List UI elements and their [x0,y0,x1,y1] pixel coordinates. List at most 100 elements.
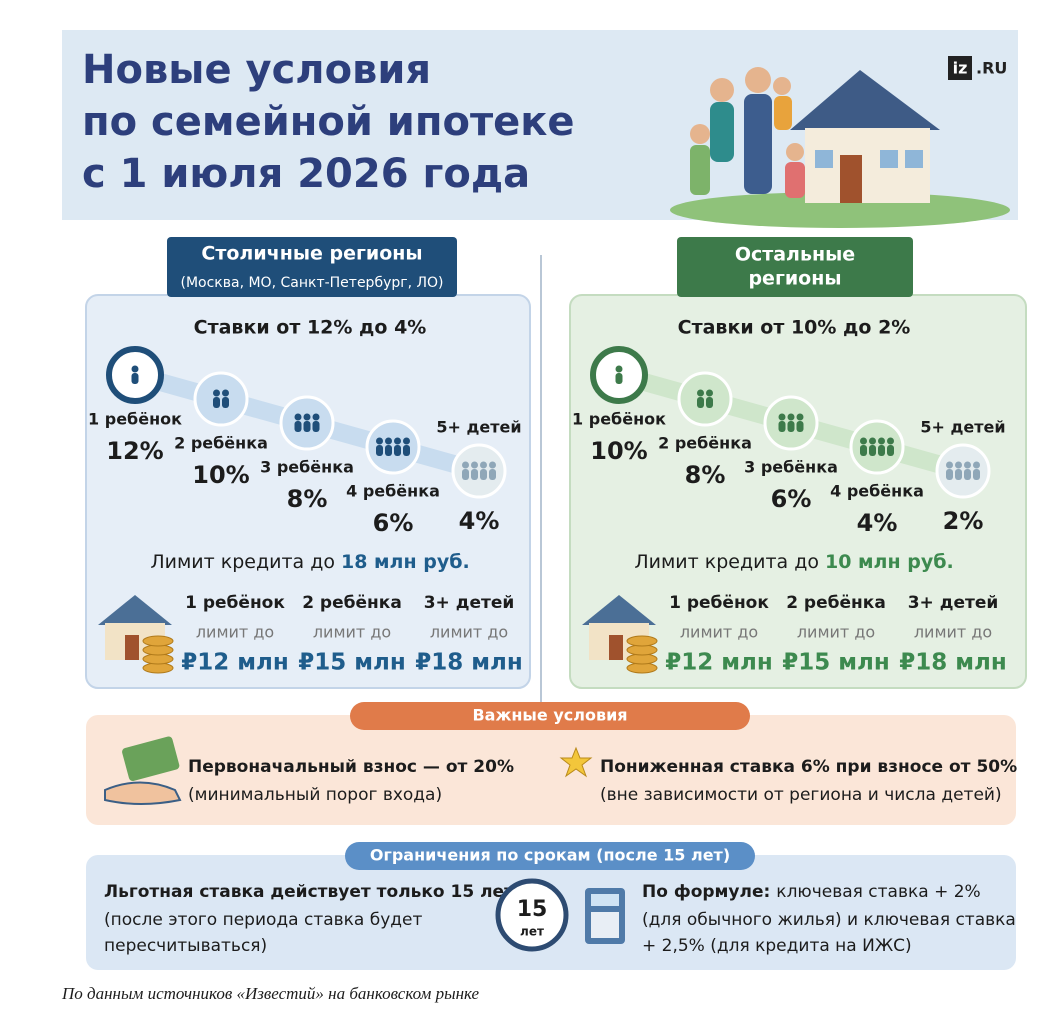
condition-note: (вне зависимости от региона и числа дете… [600,785,1002,805]
person-body [403,445,410,456]
limit-amount: ₽12 млн [181,650,289,676]
logo: .RU [976,59,1007,78]
person-head [394,437,401,445]
limit-label: 2 ребёнка [786,593,886,613]
terms-note: пересчитываться) [104,936,267,956]
region-title: Остальные [735,244,855,266]
step-circle [193,371,249,427]
star-icon [559,746,593,778]
step-label: 4 ребёнка [346,482,440,501]
region-subtitle: (Москва, МО, Санкт-Петербург, ЛО) [180,275,443,291]
step-label: 1 ребёнок [572,410,666,429]
limit-caption: лимит до [313,623,391,642]
limit-prefix: Лимит кредита до [634,551,819,573]
step-rate: 12% [106,437,163,465]
person-body [697,397,704,408]
title-line: по семейной ипотеке [82,99,575,145]
step-label: 5+ детей [436,418,521,437]
person-head [973,461,980,469]
person-body [312,421,320,432]
step-rate: 10% [590,437,647,465]
logo-box [948,56,972,80]
house-door [125,635,139,660]
step-rate: 4% [857,509,898,537]
person-body [489,469,496,480]
money-icon [104,736,182,805]
clock-unit: лет [520,925,544,939]
person-head [294,413,302,421]
person-body [778,421,786,432]
conditions-pill [350,702,750,730]
person-head [946,461,953,469]
person-body [615,373,623,384]
person-head [955,461,962,469]
step-rate: 6% [771,485,812,513]
person-body [946,469,953,480]
person-head [869,437,876,445]
limit-value: 18 млн руб. [341,551,470,573]
limit-value: 10 млн руб. [825,551,954,573]
person-head [462,461,469,469]
person-body [394,445,401,456]
limit-label: 2 ребёнка [302,593,402,613]
illustration [670,67,1010,228]
person-body [303,421,311,432]
region-title: регионы [748,268,841,290]
limit-caption: лимит до [430,623,508,642]
clock-number: 15 [517,897,548,922]
panel-tab [677,237,913,297]
person-head [887,437,894,445]
condition-main: Пониженная ставка 6% при взносе от 50% [600,757,1017,777]
step-label: 2 ребёнка [658,434,752,453]
person-body [878,445,885,456]
terms-note: (после этого периода ставка будет [104,910,423,930]
condition-main: Первоначальный взнос — от 20% [188,757,514,777]
person-body [973,469,980,480]
person-body [964,469,971,480]
person-body [471,469,478,480]
conditions-title: Важные условия [472,706,627,725]
person-head [222,389,229,397]
conditions-bg [86,715,1016,825]
limit-label: 3+ детей [424,593,515,613]
person-body [869,445,876,456]
formula-line: + 2,5% (для кредита на ИЖС) [642,936,912,956]
step-rate: 2% [943,507,984,535]
formula-line: По формуле: ключевая ставка + 2% [642,882,981,902]
step-rate: 10% [192,461,249,489]
person-head [860,437,867,445]
limit-caption: лимит до [680,623,758,642]
limit-line: Лимит кредита до 18 млн руб. [150,551,469,573]
person-body [222,397,229,408]
step-circle [935,443,991,499]
step-label: 3 ребёнка [260,458,354,477]
formula-text: ключевая ставка + 2% [776,882,980,902]
person-head [131,365,139,373]
step-rate: 8% [287,485,328,513]
step-label: 3 ребёнка [744,458,838,477]
limit-caption: лимит до [196,623,274,642]
person-head [471,461,478,469]
step-circle [677,371,733,427]
step-label: 1 ребёнок [88,410,182,429]
house-icon [582,595,656,625]
limit-prefix: Лимит кредита до [150,551,335,573]
person-body [706,397,713,408]
formula-line: (для обычного жилья) и ключевая ставка [642,910,1016,930]
person-head [312,413,320,421]
rates-title: Ставки от 12% до 4% [194,317,427,339]
limit-caption: лимит до [914,623,992,642]
person-head [385,437,392,445]
limit-label: 1 ребёнок [185,593,285,613]
rates-title: Ставки от 10% до 2% [678,317,911,339]
limit-amount: ₽18 млн [899,650,1007,676]
panel-tab [167,237,457,297]
coin [142,635,174,647]
formula-label: По формуле: [642,882,770,902]
limit-line: Лимит кредита до 10 млн руб. [634,551,953,573]
person-head [213,389,220,397]
step-circle [365,419,421,475]
step-label: 2 ребёнка [174,434,268,453]
